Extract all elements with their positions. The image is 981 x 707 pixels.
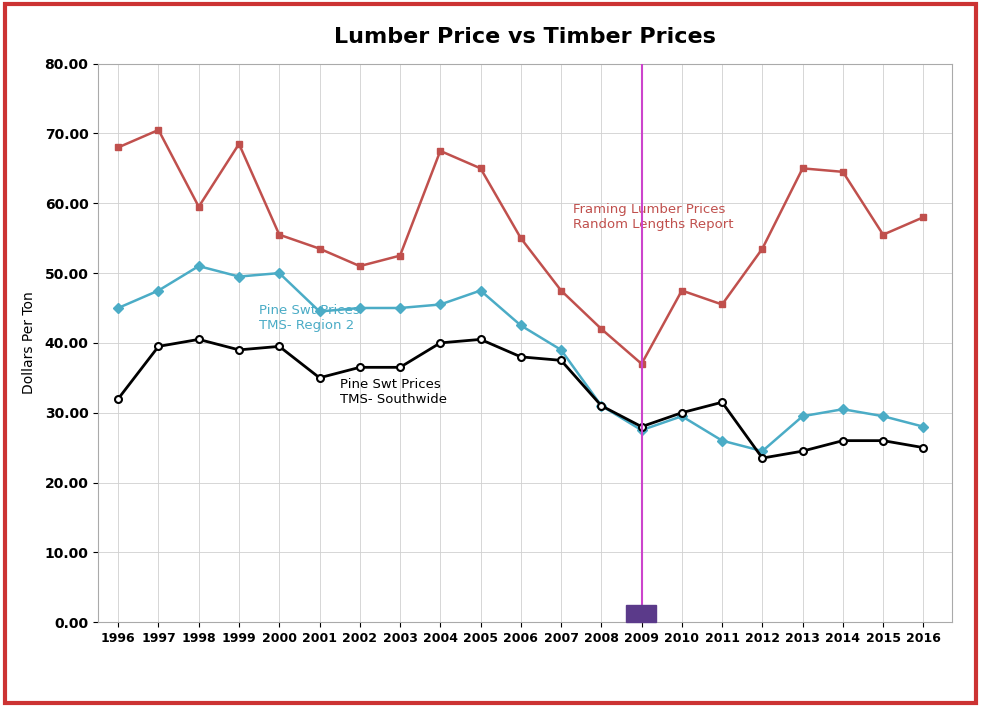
Y-axis label: Dollars Per Ton: Dollars Per Ton — [23, 291, 36, 395]
Text: Pine Swt Prices
TMS- Southwide: Pine Swt Prices TMS- Southwide — [339, 378, 446, 406]
Text: Framing Lumber Prices
Random Lengths Report: Framing Lumber Prices Random Lengths Rep… — [573, 203, 734, 231]
Text: Pine Swt Prices
TMS- Region 2: Pine Swt Prices TMS- Region 2 — [259, 305, 360, 332]
Bar — [626, 605, 656, 622]
Title: Lumber Price vs Timber Prices: Lumber Price vs Timber Prices — [334, 27, 716, 47]
